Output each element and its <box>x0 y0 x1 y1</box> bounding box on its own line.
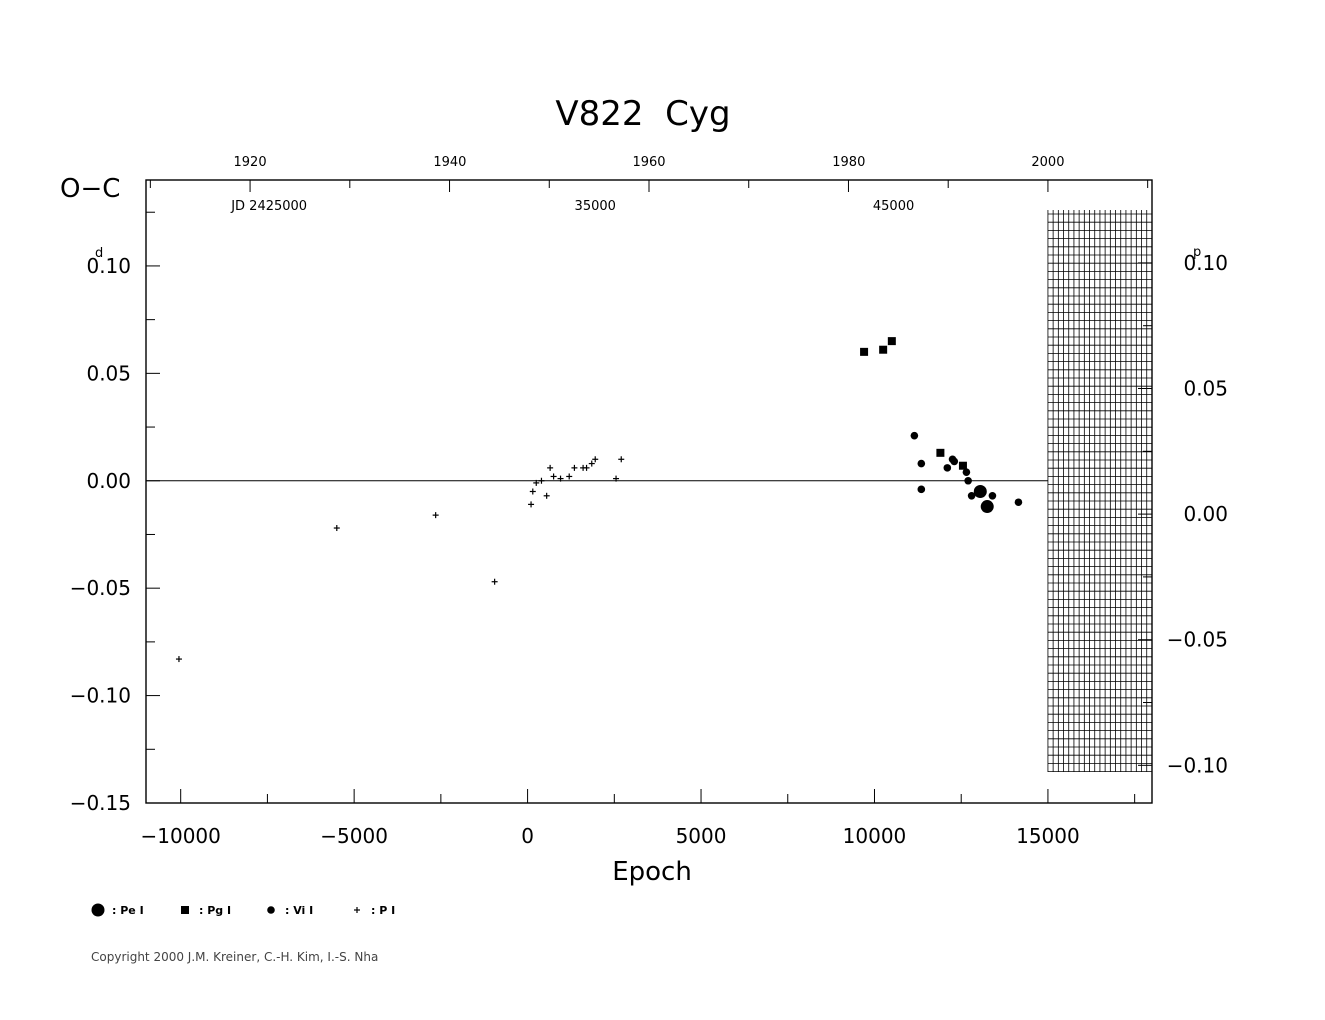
jd-labels: JD 2425000 35000 45000 <box>230 199 914 214</box>
p-point <box>538 477 545 484</box>
y-tick-label: 0.05 <box>86 361 131 385</box>
vi-point <box>967 491 976 500</box>
right-y-tick-label: 0.00 <box>1183 502 1228 526</box>
y-axis-label: O−C <box>60 174 120 204</box>
vi-point <box>962 468 971 476</box>
data-points <box>175 337 1023 663</box>
p-point <box>529 488 536 495</box>
plot-frame <box>145 179 1153 804</box>
y-tick-label: 0.00 <box>86 469 131 493</box>
year-label: 1920 <box>234 155 267 170</box>
right-y-unit-label: p <box>1193 245 1201 260</box>
future-grid-region <box>1047 210 1153 772</box>
copyright-text: Copyright 2000 J.M. Kreiner, C.-H. Kim, … <box>91 950 378 964</box>
p-point <box>547 464 554 471</box>
jd-label: 45000 <box>873 199 914 214</box>
pe-point <box>973 485 987 498</box>
vi-point <box>943 464 952 472</box>
axis-ticks <box>146 180 1152 804</box>
pg-point <box>936 448 945 457</box>
x-tick-label: 5000 <box>676 824 727 848</box>
year-label: 2000 <box>1031 155 1064 170</box>
p-point <box>571 464 578 471</box>
p-point <box>592 456 599 463</box>
year-label: 1980 <box>832 155 865 170</box>
legend-label: : Pg I <box>199 904 231 917</box>
vi-point <box>917 485 926 494</box>
legend-label: : Pe I <box>112 904 144 917</box>
pe-point <box>91 903 105 917</box>
p-point <box>432 512 439 519</box>
x-tick-label: −5000 <box>320 824 388 848</box>
jd-label: 35000 <box>575 199 616 214</box>
y-unit-label: d <box>95 246 103 261</box>
jd-label: JD 2425000 <box>230 199 307 214</box>
pg-point <box>887 337 896 346</box>
x-tick-label: 15000 <box>1016 824 1080 848</box>
vi-point <box>267 906 275 914</box>
p-point <box>333 525 340 532</box>
vi-point <box>910 431 919 440</box>
vi-point <box>964 476 972 485</box>
p-point <box>354 907 360 913</box>
p-point <box>533 479 540 486</box>
pg-point <box>860 347 869 356</box>
p-point <box>491 578 498 585</box>
vi-point <box>988 491 997 500</box>
x-tick-label: 0 <box>521 824 534 848</box>
p-point <box>175 656 182 663</box>
legend-label: : Vi I <box>285 904 313 917</box>
p-point <box>557 475 564 482</box>
x-tick-labels: −10000 −5000 0 5000 10000 15000 <box>140 824 1079 848</box>
pg-point <box>181 906 189 914</box>
pg-point <box>879 345 888 354</box>
year-label: 1940 <box>433 155 466 170</box>
y-tick-label: −0.05 <box>70 576 131 600</box>
vi-point <box>950 457 959 466</box>
y-axis-title: O−C <box>60 174 120 204</box>
x-tick-label: −10000 <box>140 824 220 848</box>
left-y-tick-labels: −0.15 −0.10 −0.05 0.00 0.05 0.10d <box>70 246 131 815</box>
legend-label: : P I <box>371 904 395 917</box>
vi-point <box>1014 498 1023 507</box>
right-y-tick-labels: −0.10 −0.05 0.00 0.05 0.10p <box>1167 245 1228 777</box>
p-point <box>543 492 550 499</box>
year-label: 1960 <box>632 155 665 170</box>
legend: : Pe I : Pg I : Vi I : P I <box>91 903 395 917</box>
right-y-tick-label: 0.10 <box>1183 251 1228 275</box>
p-point <box>613 475 620 482</box>
x-tick-label: 10000 <box>843 824 907 848</box>
p-point <box>528 501 535 508</box>
pe-point <box>980 500 994 514</box>
p-point <box>550 473 557 480</box>
chart-title: V822 Cyg <box>555 94 730 134</box>
right-y-tick-label: −0.05 <box>1167 628 1228 652</box>
p-point <box>566 473 573 480</box>
right-y-tick-label: −0.10 <box>1167 753 1228 777</box>
vi-point <box>917 459 926 468</box>
p-point <box>588 460 595 467</box>
y-tick-label: 0.10 <box>86 254 131 278</box>
p-point <box>583 464 590 471</box>
p-point <box>618 456 625 463</box>
x-axis-label: Epoch <box>612 857 692 887</box>
pg-point <box>958 461 967 470</box>
y-tick-label: −0.10 <box>70 684 131 708</box>
right-y-tick-label: 0.05 <box>1183 377 1228 401</box>
y-tick-label: −0.15 <box>70 791 131 815</box>
year-tick-labels: 1920 1940 1960 1980 2000 <box>234 155 1065 170</box>
